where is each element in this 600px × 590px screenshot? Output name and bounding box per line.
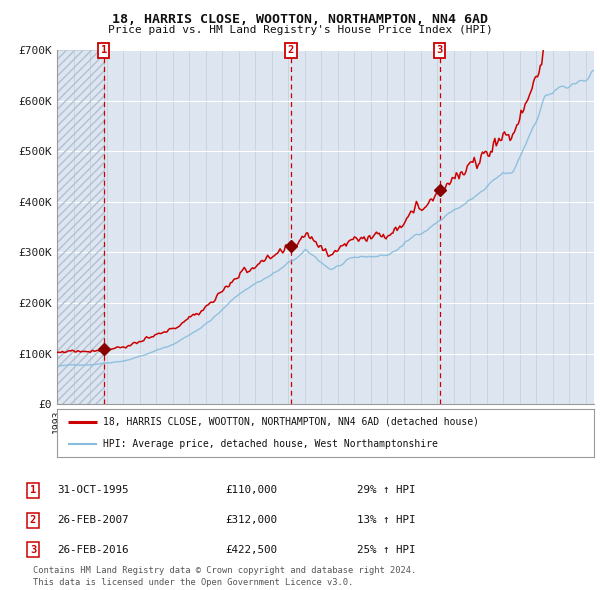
Text: HPI: Average price, detached house, West Northamptonshire: HPI: Average price, detached house, West…: [103, 439, 437, 449]
Text: 1: 1: [101, 45, 107, 55]
Text: Price paid vs. HM Land Registry's House Price Index (HPI): Price paid vs. HM Land Registry's House …: [107, 25, 493, 35]
Text: 3: 3: [436, 45, 443, 55]
Text: 2: 2: [30, 516, 36, 525]
Text: 31-OCT-1995: 31-OCT-1995: [57, 486, 128, 495]
Text: 1: 1: [30, 486, 36, 495]
Text: £312,000: £312,000: [225, 516, 277, 525]
Text: 26-FEB-2016: 26-FEB-2016: [57, 545, 128, 555]
Text: 18, HARRIS CLOSE, WOOTTON, NORTHAMPTON, NN4 6AD (detached house): 18, HARRIS CLOSE, WOOTTON, NORTHAMPTON, …: [103, 417, 479, 427]
Text: 26-FEB-2007: 26-FEB-2007: [57, 516, 128, 525]
Text: 25% ↑ HPI: 25% ↑ HPI: [357, 545, 415, 555]
Text: £110,000: £110,000: [225, 486, 277, 495]
Text: 29% ↑ HPI: 29% ↑ HPI: [357, 486, 415, 495]
Text: 3: 3: [30, 545, 36, 555]
Text: £422,500: £422,500: [225, 545, 277, 555]
Text: 2: 2: [287, 45, 294, 55]
Text: Contains HM Land Registry data © Crown copyright and database right 2024.
This d: Contains HM Land Registry data © Crown c…: [33, 566, 416, 587]
Text: 13% ↑ HPI: 13% ↑ HPI: [357, 516, 415, 525]
Text: 18, HARRIS CLOSE, WOOTTON, NORTHAMPTON, NN4 6AD: 18, HARRIS CLOSE, WOOTTON, NORTHAMPTON, …: [112, 13, 488, 26]
